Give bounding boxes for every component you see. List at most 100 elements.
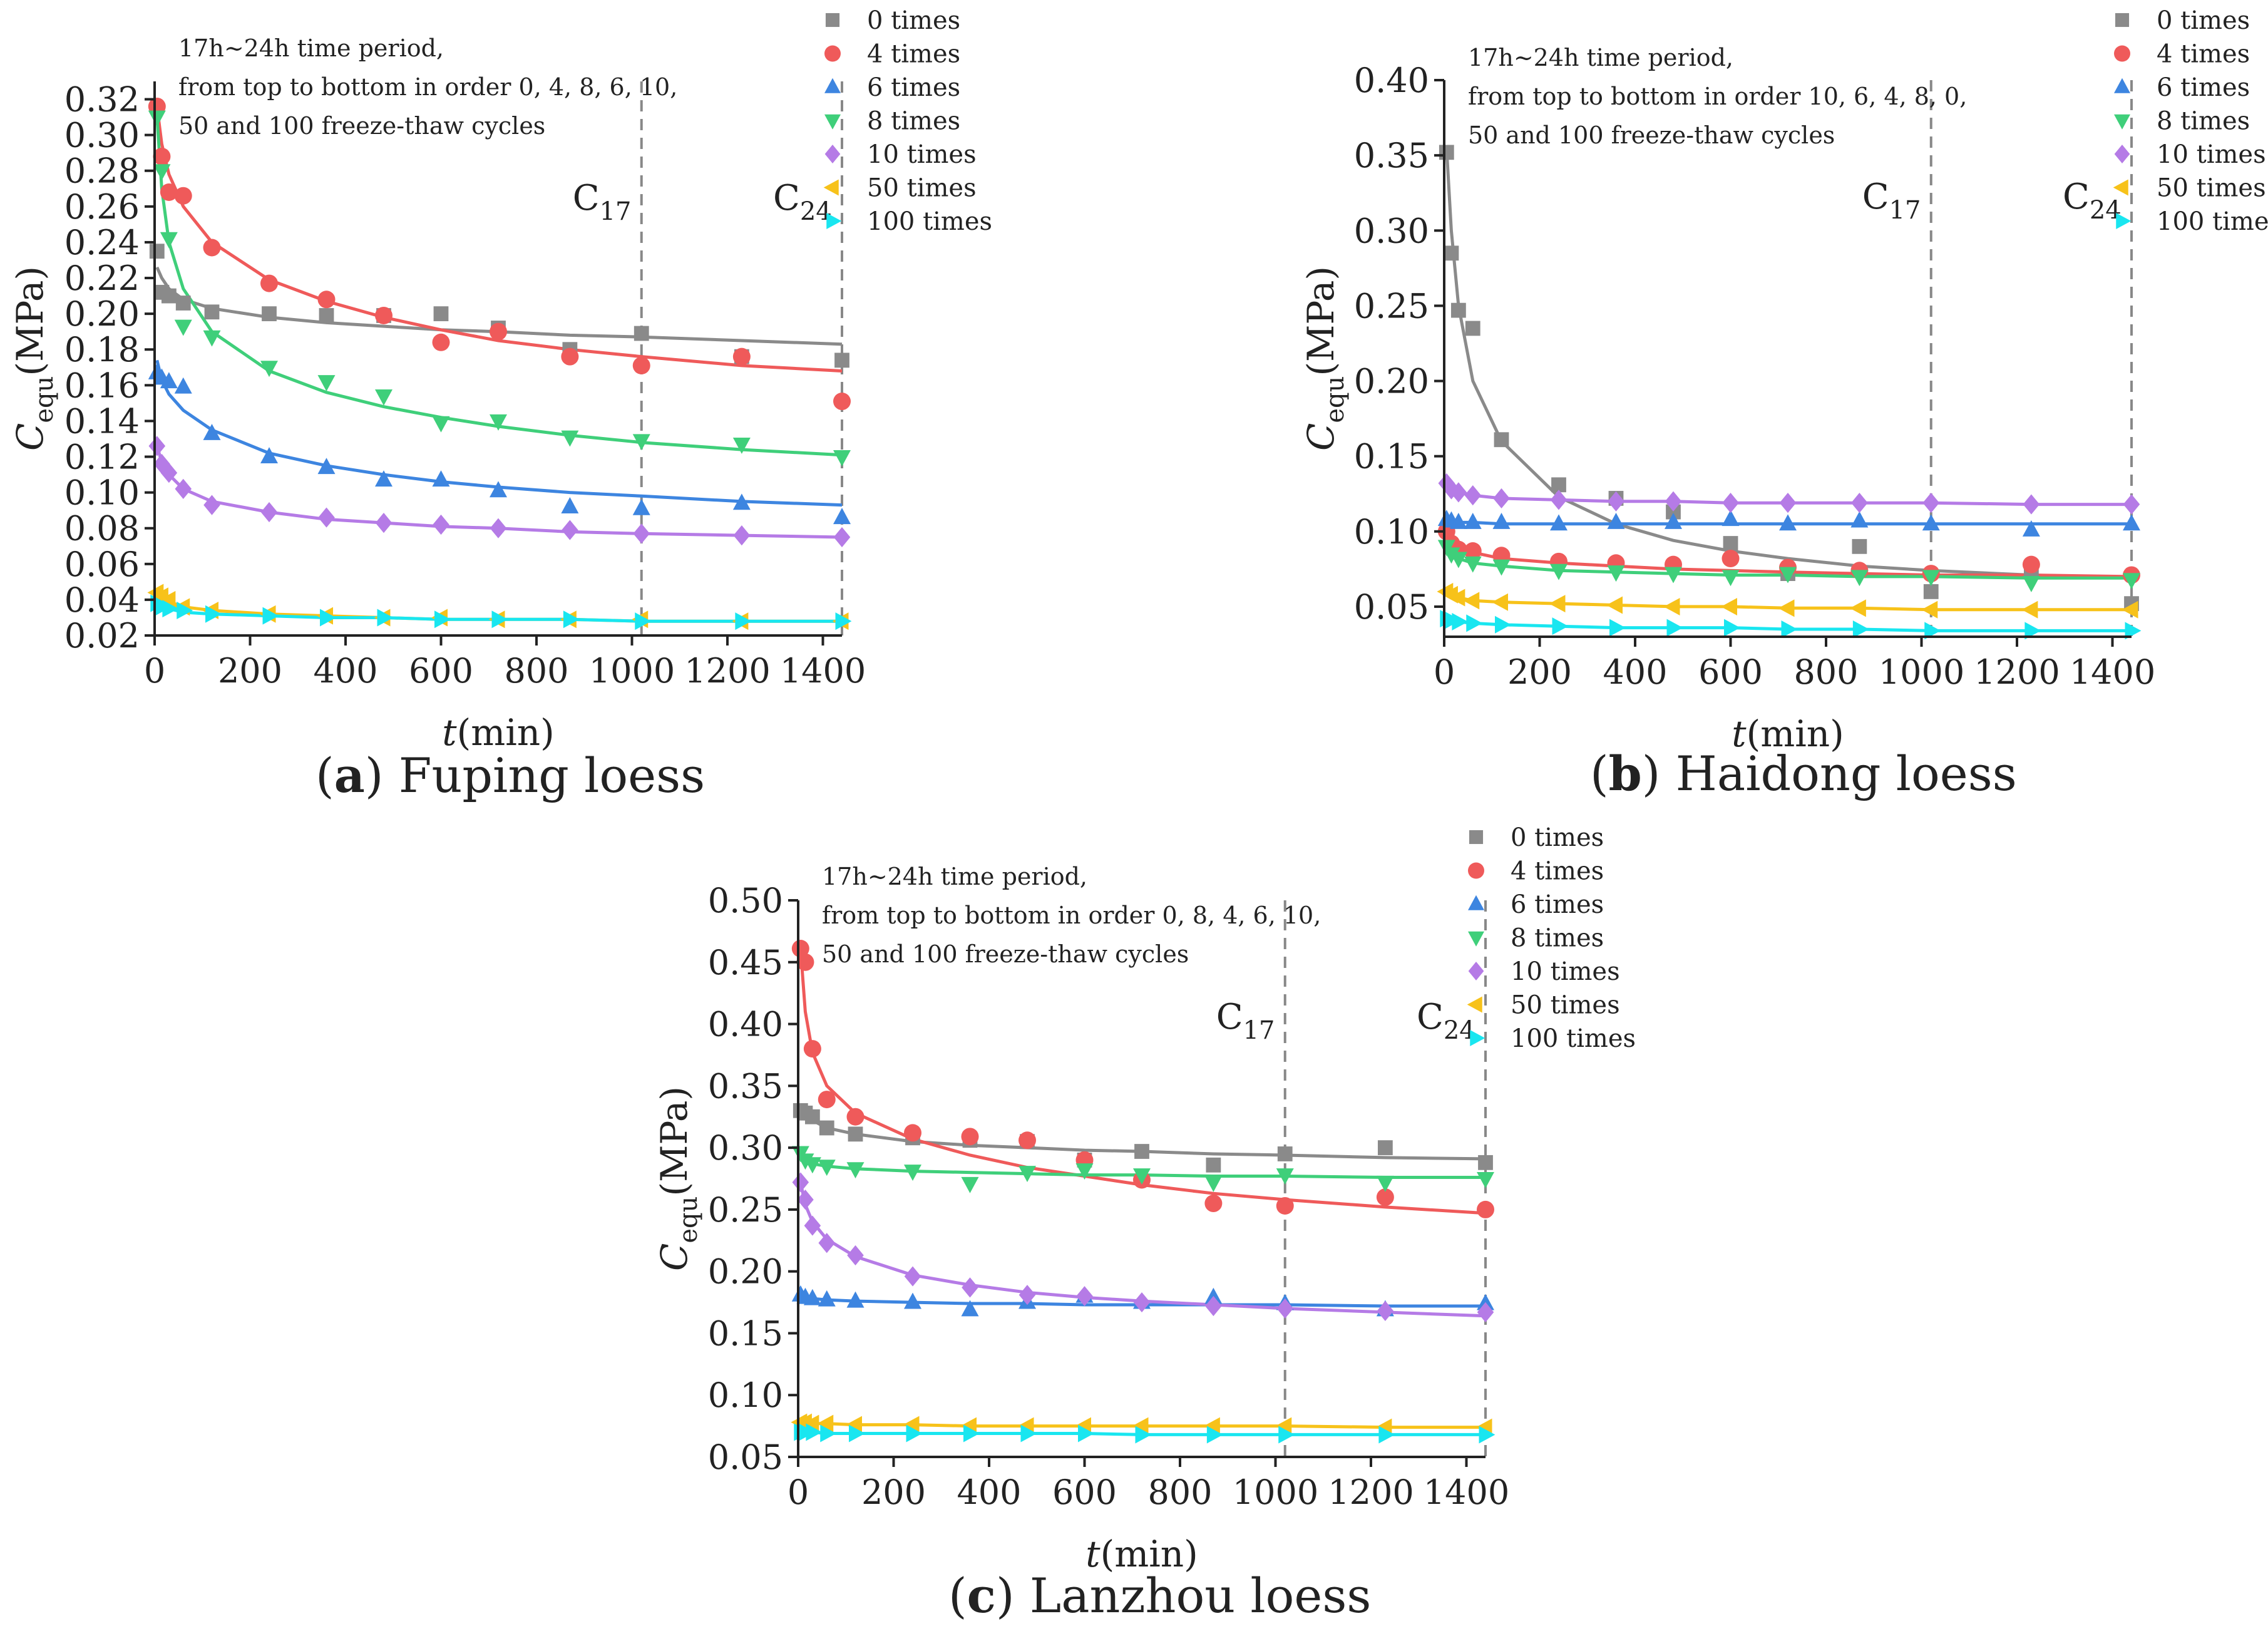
legend-label: 8 times (867, 107, 960, 136)
data-point-6-times (490, 481, 507, 498)
data-point-8-times (432, 416, 450, 433)
data-point-10-times (847, 1245, 864, 1266)
data-point-10-times (962, 1277, 978, 1298)
data-point-8-times (1075, 1163, 1094, 1180)
data-point-6-times (2123, 514, 2140, 531)
data-point-8-times (1376, 1175, 1394, 1192)
data-point-100-times (1552, 617, 1569, 635)
legend-marker-4-times (2114, 45, 2130, 62)
data-point-10-times (804, 1215, 821, 1236)
data-point-50-times (1492, 593, 1508, 611)
legend-label: 100 times (2157, 207, 2268, 236)
y-tick-label: 0.04 (64, 580, 140, 620)
data-point-10-times (1722, 493, 1739, 513)
data-point-4-times (1477, 1200, 1494, 1218)
annotation-line: from top to bottom in order 0, 4, 8, 6, … (178, 73, 677, 101)
data-point-100-times (835, 612, 852, 630)
data-point-6-times (1464, 512, 1482, 529)
data-point-50-times (1921, 600, 1938, 619)
data-point-0-times (1450, 302, 1466, 318)
y-tick-label: 0.20 (64, 294, 140, 334)
data-point-10-times (1450, 482, 1467, 503)
data-point-10-times (562, 520, 578, 540)
reference-label-17: C17 (573, 178, 632, 226)
legend-marker-10-times (824, 145, 841, 163)
data-point-100-times (563, 610, 580, 629)
data-point-100-times (1852, 620, 1869, 638)
data-point-100-times (963, 1424, 980, 1443)
data-point-0-times (1551, 477, 1566, 493)
y-tick-label: 0.25 (1354, 286, 1429, 326)
y-tick-label: 0.05 (708, 1438, 783, 1477)
legend-label: 0 times (867, 6, 960, 35)
data-point-8-times (1276, 1168, 1294, 1185)
x-tick-label: 1000 (1233, 1473, 1318, 1512)
y-tick-label: 0.40 (708, 1005, 783, 1044)
data-point-0-times (1723, 536, 1738, 551)
annotation-line: from top to bottom in order 0, 8, 4, 6, … (822, 902, 1321, 929)
legend-marker-100-times (1470, 1030, 1485, 1046)
data-point-100-times (177, 602, 193, 620)
data-point-6-times (803, 1289, 821, 1305)
data-point-0-times (804, 1109, 820, 1124)
data-point-8-times (1850, 570, 1869, 587)
legend-label: 6 times (867, 73, 960, 102)
y-tick-label: 0.10 (708, 1376, 783, 1415)
data-point-6-times (1607, 512, 1625, 529)
y-tick-label: 0.12 (64, 438, 140, 477)
data-point-4-times (818, 1091, 836, 1109)
x-tick-label: 400 (1603, 652, 1667, 692)
data-point-4-times (803, 1040, 821, 1058)
data-point-100-times (1452, 612, 1469, 630)
annotation-line: 50 and 100 freeze-thaw cycles (178, 112, 545, 140)
data-point-10-times (1464, 485, 1482, 506)
data-point-10-times (318, 507, 335, 528)
legend-marker-0-times (1469, 830, 1484, 845)
annotation-line: from top to bottom in order 10, 6, 4, 8,… (1468, 83, 1967, 110)
data-point-10-times (818, 1233, 836, 1253)
data-point-8-times (490, 414, 507, 431)
data-point-8-times (317, 375, 336, 392)
data-point-4-times (375, 306, 393, 324)
y-tick-label: 0.35 (1354, 136, 1429, 175)
x-tick-label: 200 (861, 1473, 926, 1512)
data-point-8-times (1019, 1166, 1036, 1183)
data-point-0-times (1852, 538, 1867, 554)
annotation-line: 17h∼24h time period, (178, 34, 444, 62)
y-tick-label: 0.16 (64, 366, 140, 405)
data-point-4-times (153, 147, 171, 165)
data-point-10-times (2023, 494, 2040, 515)
legend-marker-10-times (2114, 145, 2130, 163)
x-tick-label: 800 (1793, 652, 1858, 692)
data-point-4-times (1376, 1188, 1394, 1206)
data-point-10-times (160, 463, 178, 483)
data-point-4-times (732, 347, 751, 366)
data-point-100-times (1206, 1426, 1223, 1444)
data-point-100-times (2125, 622, 2142, 640)
x-axis-label: t(min) (442, 711, 554, 754)
y-tick-label: 0.28 (64, 152, 140, 191)
data-point-10-times (1779, 493, 1797, 513)
data-point-4-times (961, 1128, 979, 1146)
y-tick-label: 0.26 (64, 187, 140, 227)
data-point-6-times (1550, 514, 1568, 531)
annotation-line: 50 and 100 freeze-thaw cycles (822, 940, 1189, 968)
data-point-6-times (1722, 510, 1740, 527)
data-point-0-times (1666, 504, 1681, 520)
data-point-10-times (1133, 1292, 1151, 1313)
legend-label: 4 times (2157, 40, 2250, 69)
y-tick-label: 0.24 (64, 223, 140, 262)
data-point-100-times (1666, 619, 1683, 637)
annotation-line: 50 and 100 freeze-thaw cycles (1468, 121, 1835, 149)
data-point-8-times (1492, 559, 1511, 576)
legend-marker-50-times (1467, 996, 1482, 1013)
data-point-10-times (1377, 1300, 1394, 1321)
data-point-4-times (1464, 542, 1482, 560)
legend-marker-6-times (2114, 78, 2130, 93)
data-point-4-times (490, 322, 507, 341)
data-point-6-times (317, 458, 336, 475)
data-point-50-times (2122, 600, 2138, 619)
data-point-8-times (2123, 573, 2140, 590)
reference-label-24: C24 (1417, 997, 1475, 1045)
